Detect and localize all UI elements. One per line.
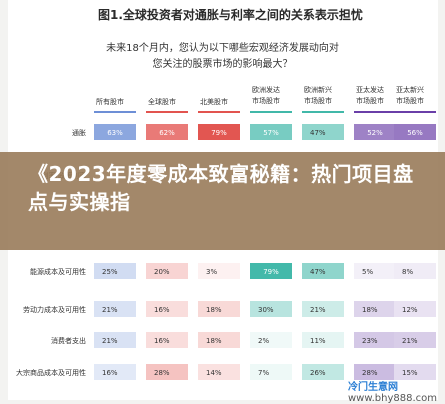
heatmap-cell — [302, 263, 344, 279]
cell-value-label: 52% — [367, 129, 383, 137]
heatmap-cell — [354, 263, 396, 279]
heatmap-cell — [394, 301, 436, 317]
column-header: 市场股市 — [396, 96, 424, 105]
column-header: 全球股市 — [148, 97, 176, 106]
heatmap-cell — [94, 332, 136, 348]
heatmap-cell — [302, 332, 344, 348]
promo-banner — [0, 152, 445, 250]
heatmap-cell — [394, 124, 436, 140]
heatmap-cell — [354, 301, 396, 317]
heatmap-cell — [354, 364, 396, 380]
survey-question-line-2: 您关注的股票市场的影响最大？ — [152, 59, 293, 70]
heatmap-cell — [146, 332, 188, 348]
cell-value-label: 62% — [159, 129, 175, 137]
heatmap-cell — [198, 332, 240, 348]
column-header: 北美股市 — [200, 97, 228, 106]
cell-value-label: 18% — [206, 337, 222, 345]
cell-value-label: 28% — [154, 369, 170, 377]
heatmap-cell — [94, 263, 136, 279]
heatmap-cell — [146, 263, 188, 279]
cell-value-label: 23% — [362, 337, 378, 345]
heatmap-cell — [302, 301, 344, 317]
heatmap-cell — [250, 263, 292, 279]
heatmap-cell — [198, 301, 240, 317]
cell-value-label: 79% — [211, 129, 227, 137]
cell-value-label: 16% — [154, 337, 170, 345]
cell-value-label: 12% — [402, 306, 418, 314]
heatmap-cell — [146, 301, 188, 317]
chart-title: 图1.全球投资者对通胀与利率之间的关系表示担忧 — [98, 8, 363, 22]
heatmap-cell — [198, 263, 240, 279]
cell-value-label: 5% — [362, 268, 373, 276]
column-header: 所有股市 — [96, 97, 124, 106]
cell-value-label: 21% — [402, 337, 418, 345]
cell-value-label: 25% — [102, 268, 118, 276]
cell-value-label: 18% — [206, 306, 222, 314]
cell-value-label: 79% — [263, 268, 279, 276]
column-header: 市场股市 — [356, 96, 384, 105]
column-header: 市场股市 — [252, 96, 280, 105]
cell-value-label: 57% — [263, 129, 279, 137]
row-label: 劳动力成本及可用性 — [23, 305, 86, 314]
heatmap-cell — [354, 124, 396, 140]
watermark-brand: 冷门生意网 — [347, 382, 398, 393]
promo-banner-text: 《2023年度零成本致富秘籍：热门项目盘点与实操指 — [28, 162, 414, 214]
cell-value-label: 63% — [107, 129, 123, 137]
cell-value-label: 28% — [362, 369, 378, 377]
survey-question-line-1: 未来18个月内，您认为以下哪些宏观经济发展动向对 — [106, 43, 339, 54]
heatmap-cell — [302, 124, 344, 140]
heatmap-cell — [94, 364, 136, 380]
heatmap-cell — [146, 124, 188, 140]
cell-value-label: 18% — [362, 306, 378, 314]
row-label: 通胀 — [72, 128, 86, 137]
cell-value-label: 21% — [310, 306, 326, 314]
heatmap-cell — [250, 124, 292, 140]
heatmap-cell — [302, 364, 344, 380]
cell-value-label: 47% — [310, 268, 326, 276]
cell-value-label: 11% — [310, 337, 326, 345]
heatmap-cell — [198, 124, 240, 140]
heatmap-cell — [250, 301, 292, 317]
cell-value-label: 56% — [407, 129, 423, 137]
heatmap-cell — [94, 124, 136, 140]
row-label: 消费者支出 — [51, 336, 86, 345]
row-label: 大宗商品成本及可用性 — [16, 368, 86, 377]
cell-value-label: 21% — [102, 337, 118, 345]
column-header: 市场股市 — [304, 96, 332, 105]
heatmap-cell — [146, 364, 188, 380]
cell-value-label: 3% — [206, 268, 217, 276]
cell-value-label: 14% — [206, 369, 222, 377]
heatmap-cell — [354, 332, 396, 348]
cell-value-label: 8% — [402, 268, 413, 276]
cell-value-label: 47% — [310, 129, 326, 137]
column-header: 欧洲新兴 — [304, 85, 332, 94]
cell-value-label: 26% — [310, 369, 326, 377]
row-label: 能源成本及可用性 — [30, 267, 86, 276]
heatmap-cell — [250, 364, 292, 380]
watermark-url: www.bhy888.com — [347, 393, 437, 404]
column-header: 欧洲发达 — [252, 85, 280, 94]
cell-value-label: 30% — [258, 306, 274, 314]
cell-value-label: 16% — [102, 369, 118, 377]
watermark: 冷门生意网 www.bhy888.com — [348, 378, 437, 404]
column-header: 亚太发达 — [356, 85, 384, 94]
cell-value-label: 15% — [402, 369, 418, 377]
heatmap-cell — [94, 301, 136, 317]
heatmap-cell — [198, 364, 240, 380]
heatmap-cell — [394, 332, 436, 348]
column-header: 亚太新兴 — [396, 85, 424, 94]
heatmap-cell — [394, 364, 436, 380]
cell-value-label: 21% — [102, 306, 118, 314]
cell-value-label: 16% — [154, 306, 170, 314]
cell-value-label: 2% — [258, 337, 269, 345]
cell-value-label: 7% — [258, 369, 269, 377]
heatmap-cell — [250, 332, 292, 348]
heatmap-cell — [394, 263, 436, 279]
cell-value-label: 20% — [154, 268, 170, 276]
